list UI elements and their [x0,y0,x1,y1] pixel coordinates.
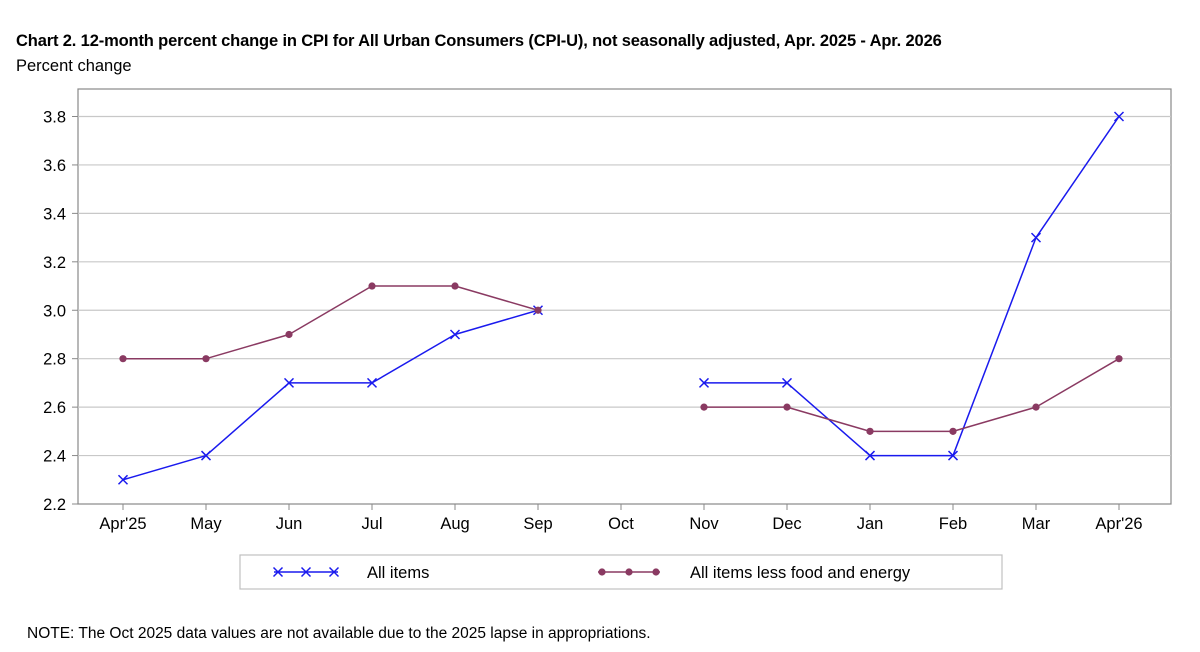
core-point [119,355,127,363]
core-line [704,358,1120,433]
legend-swatch-marker [328,566,340,578]
core-point [783,403,791,411]
core-point [451,282,459,290]
all-items-point [117,474,129,485]
all-items-point [283,377,295,388]
all-items-point [366,377,378,388]
y-tick-label: 2.6 [43,399,66,417]
all-items-point [947,450,959,461]
legend-item-core: All items less food and energy [598,564,911,582]
axes: 2.2 2.4 2.6 2.8 3.0 3.2 3.4 3.6 3.8 Apr'25 May Jun J… [43,109,1143,534]
x-tick-label: Oct [608,515,634,533]
y-tick-label: 2.8 [43,351,66,369]
core-point [368,282,376,290]
core-point [1032,403,1040,411]
core-point [1115,355,1123,363]
legend-swatch-marker [625,568,633,576]
core-line [123,285,539,360]
x-tick-label: Dec [772,515,801,533]
x-tick-label: Nov [689,515,719,533]
y-tick-label: 3.2 [43,254,66,272]
legend-swatch-marker [300,566,312,578]
core-point [202,355,210,363]
all-items-point [200,450,212,461]
x-tick-label: Jan [857,515,884,533]
y-tick-label: 3.6 [43,157,66,175]
core-point [534,306,542,314]
legend-item-all-items: All items [272,564,429,582]
all-items-point [698,377,710,388]
x-tick-label: Apr'25 [99,515,146,533]
core-series [119,282,1123,435]
core-point [866,427,874,435]
legend-swatch-marker [598,568,606,576]
all-items-line [122,309,539,481]
x-tick-label: Feb [939,515,967,533]
plot-area [77,88,1172,505]
x-tick-label: Apr'26 [1095,515,1142,533]
core-point [949,427,957,435]
chart-title: Chart 2. 12-month percent change in CPI … [16,32,942,50]
y-axis-label: Percent change [16,57,132,75]
x-tick-label: Jun [276,515,303,533]
x-tick-label: Aug [440,515,469,533]
all-items-point [1113,111,1125,122]
legend-swatch-marker [652,568,660,576]
all-items-point [449,329,461,340]
x-tick-label: Sep [523,515,552,533]
x-tick-label: May [190,515,222,533]
all-items-point [864,450,876,461]
grid-lines [78,115,1171,457]
all-items-point [781,377,793,388]
y-tick-label: 2.2 [43,496,66,514]
legend-swatch-marker [272,566,284,578]
series-lines [117,111,1125,485]
legend-label: All items less food and energy [690,564,911,582]
legend: All items All items less food and energy [239,554,1003,590]
x-tick-label: Mar [1022,515,1051,533]
core-point [700,403,708,411]
y-tick-label: 2.4 [43,448,66,466]
all-items-line [704,116,1120,457]
core-point [285,330,293,339]
chart-note: NOTE: The Oct 2025 data values are not a… [27,625,651,642]
all-items-point [1030,232,1042,243]
y-tick-label: 3.0 [43,302,66,320]
y-tick-label: 3.8 [43,109,66,127]
y-tick-label: 3.4 [43,205,66,223]
x-tick-label: Jul [361,515,382,533]
legend-label: All items [367,564,429,582]
